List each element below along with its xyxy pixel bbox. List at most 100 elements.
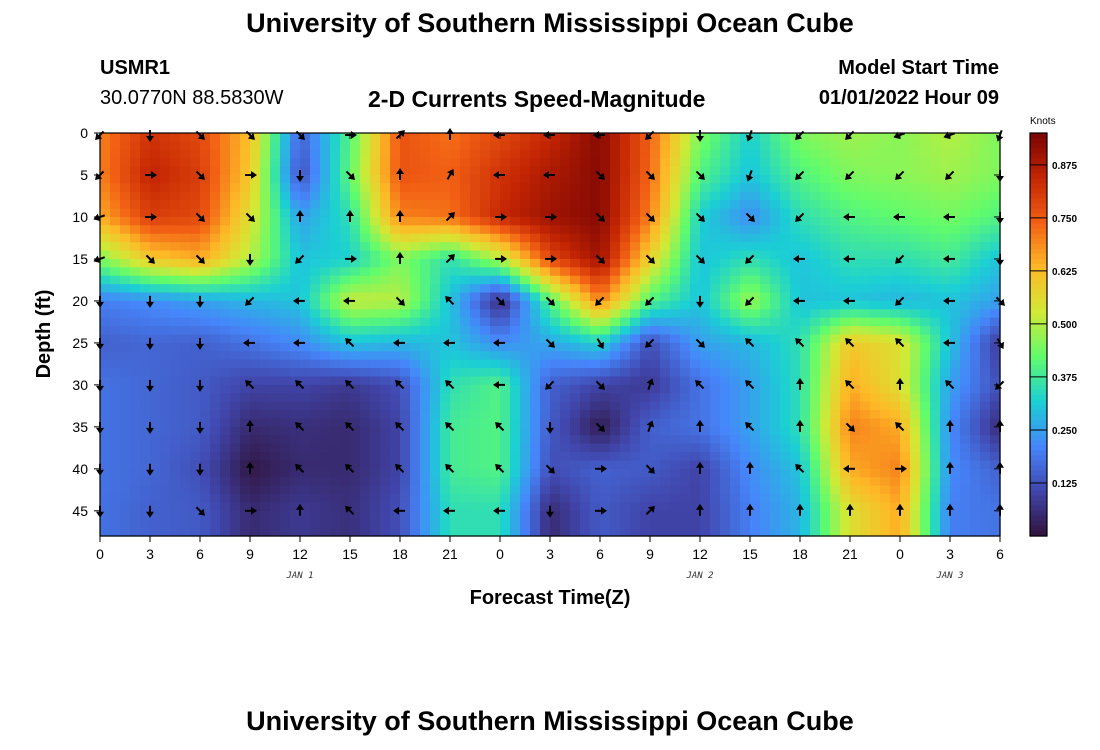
heatmap-cell <box>660 401 671 411</box>
heatmap-cell <box>220 200 231 210</box>
heatmap-cell <box>390 410 401 420</box>
heatmap-cell <box>110 275 121 285</box>
heatmap-cell <box>530 275 541 285</box>
heatmap-cell <box>260 384 271 394</box>
current-arrow <box>245 379 255 390</box>
current-arrow <box>446 168 454 180</box>
heatmap-cell <box>430 267 441 277</box>
heatmap-cell <box>220 351 231 361</box>
heatmap-cell <box>460 485 471 495</box>
heatmap-cell <box>110 191 121 201</box>
heatmap-cell <box>500 494 511 504</box>
heatmap-cell <box>690 149 701 159</box>
heatmap-cell <box>210 208 221 218</box>
heatmap-cell <box>930 376 941 386</box>
heatmap-cell <box>830 133 841 142</box>
heatmap-cell <box>470 284 481 294</box>
heatmap-cell <box>920 359 931 369</box>
heatmap-cell <box>530 460 541 470</box>
colorbar-swatch <box>1030 213 1047 220</box>
heatmap-cell <box>590 191 601 201</box>
current-arrow <box>946 503 954 516</box>
heatmap-cell <box>110 208 121 218</box>
heatmap-cell <box>890 216 901 226</box>
heatmap-cell <box>160 494 171 504</box>
heatmap-cell <box>500 342 511 352</box>
heatmap-cell <box>460 426 471 436</box>
heatmap-cell <box>460 494 471 504</box>
colorbar-swatch <box>1030 294 1047 300</box>
heatmap-cell <box>740 133 751 142</box>
heatmap-cell <box>490 485 501 495</box>
heatmap-cell <box>530 166 541 176</box>
heatmap-cell <box>730 527 741 537</box>
heatmap-cell <box>990 460 1001 470</box>
heatmap-cell <box>310 359 321 369</box>
heatmap-cell <box>820 384 831 394</box>
heatmap-cell <box>570 284 581 294</box>
current-arrow <box>845 422 855 432</box>
heatmap-cell <box>910 376 921 386</box>
heatmap-cell <box>100 477 111 487</box>
heatmap-cell <box>730 342 741 352</box>
heatmap-cell <box>780 368 791 378</box>
heatmap-cell <box>370 225 381 235</box>
heatmap-cell <box>630 368 641 378</box>
heatmap-cell <box>970 494 981 504</box>
heatmap-cell <box>790 183 801 193</box>
colorbar-swatch <box>1030 359 1047 366</box>
heatmap-cell <box>240 477 251 487</box>
colorbar-swatch <box>1030 389 1047 396</box>
date-label: JAN 2 <box>685 571 713 581</box>
heatmap-cell <box>980 334 991 344</box>
heatmap-cell <box>430 359 441 369</box>
heatmap-cell <box>120 284 131 294</box>
heatmap-cell <box>550 443 561 453</box>
heatmap-cell <box>910 510 921 520</box>
heatmap-cell <box>220 418 231 428</box>
heatmap-cell <box>780 233 791 243</box>
heatmap-cell <box>350 418 361 428</box>
heatmap-cell <box>140 292 151 302</box>
heatmap-cell <box>970 208 981 218</box>
heatmap-cell <box>910 368 921 378</box>
heatmap-cell <box>520 342 531 352</box>
current-arrow <box>395 379 405 390</box>
heatmap-cell <box>960 191 971 201</box>
heatmap-cell <box>300 216 311 226</box>
heatmap-cell <box>830 334 841 344</box>
colorbar-swatch <box>1030 168 1047 174</box>
heatmap-cell <box>480 216 491 226</box>
heatmap-cell <box>510 174 521 184</box>
heatmap-cell <box>140 133 151 142</box>
heatmap-cell <box>690 384 701 394</box>
heatmap-cell <box>980 443 991 453</box>
heatmap-cell <box>570 225 581 235</box>
heatmap-cell <box>620 141 631 151</box>
heatmap-cell <box>130 158 141 168</box>
heatmap-cell <box>470 191 481 201</box>
heatmap-cell <box>550 191 561 201</box>
heatmap-cell <box>550 485 561 495</box>
heatmap-cell <box>460 502 471 512</box>
heatmap-cell <box>720 133 731 142</box>
x-tick-label: 21 <box>842 546 858 562</box>
heatmap-cell <box>720 351 731 361</box>
heatmap-cell <box>610 242 621 252</box>
heatmap-cell <box>700 460 711 470</box>
heatmap-cell <box>940 158 951 168</box>
heatmap-cell <box>300 401 311 411</box>
heatmap-cell <box>260 216 271 226</box>
heatmap-cell <box>630 284 641 294</box>
heatmap-cell <box>240 426 251 436</box>
heatmap-cell <box>960 284 971 294</box>
heatmap-cell <box>370 351 381 361</box>
heatmap-cell <box>620 502 631 512</box>
heatmap-cell <box>230 502 241 512</box>
heatmap-cell <box>880 410 891 420</box>
heatmap-cell <box>900 141 911 151</box>
current-arrow <box>295 421 305 432</box>
current-arrow <box>895 421 905 432</box>
heatmap-cell <box>350 300 361 310</box>
heatmap-cell <box>940 200 951 210</box>
